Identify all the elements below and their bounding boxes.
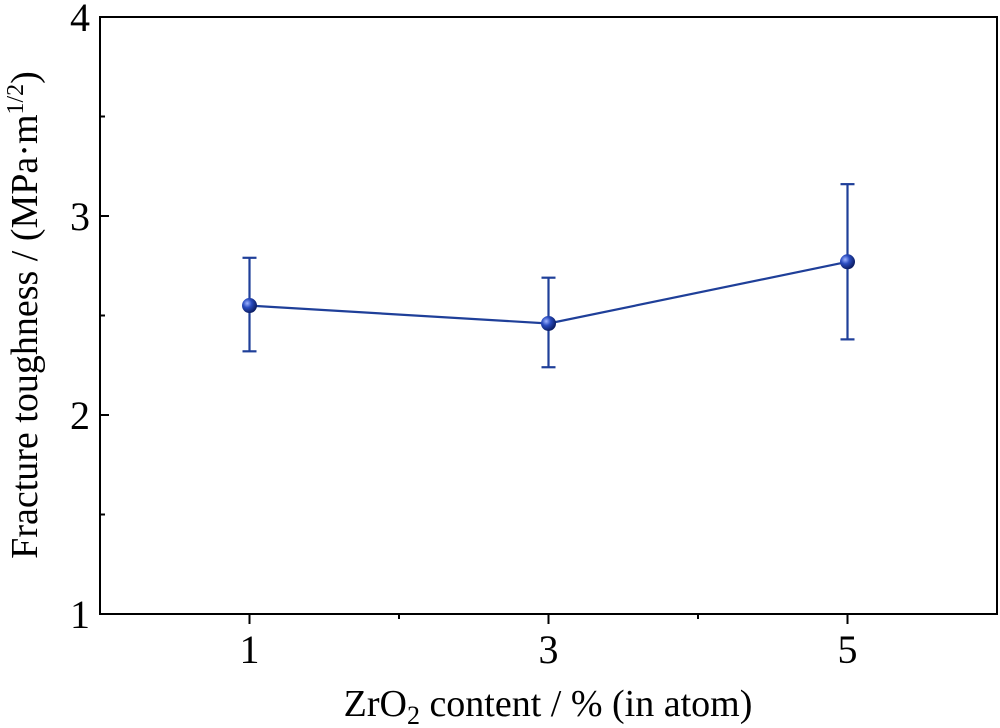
data-point	[840, 254, 855, 270]
y-tick-label: 1	[70, 592, 90, 637]
y-tick-label: 2	[70, 393, 90, 438]
x-tick-label: 5	[838, 627, 858, 672]
x-tick-label: 3	[539, 627, 559, 672]
y-axis-label: Fracture toughness / (MPa·m1/2)	[3, 71, 46, 559]
marks	[242, 183, 855, 369]
x-axis-label: ZrO2 content / % (in atom)	[344, 683, 753, 728]
data-point	[541, 315, 556, 331]
data-point	[242, 298, 257, 314]
y-tick-label: 3	[70, 194, 90, 239]
tick-labels: 1 2 3 4 1 3 5	[70, 0, 858, 672]
ticks	[100, 16, 849, 624]
y-tick-label: 4	[70, 0, 90, 40]
x-tick-label: 1	[240, 627, 260, 672]
